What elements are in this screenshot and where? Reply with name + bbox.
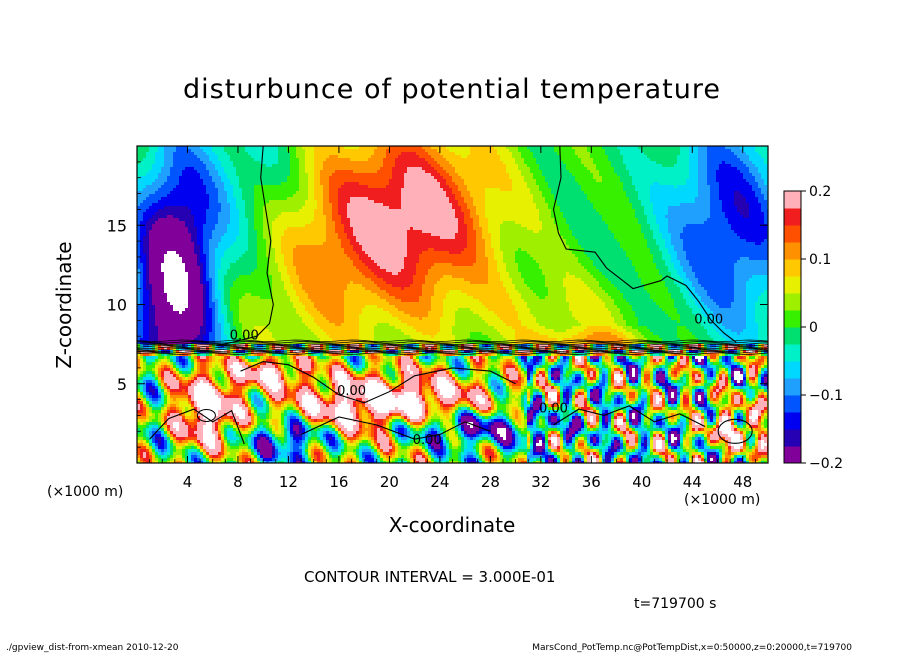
contour-closed-loop: [717, 418, 753, 444]
x-tick-label: 44: [683, 473, 702, 491]
x-tick-label: 48: [733, 473, 752, 491]
colorbar-swatch: [784, 344, 801, 362]
x-axis-unit: (×1000 m): [684, 492, 760, 508]
contour-boundary-layer: [137, 342, 768, 345]
contour-boundary-layer: [137, 351, 768, 354]
colorbar-swatch: [784, 225, 801, 243]
heatmap-field: [137, 146, 768, 463]
contour-interval-label: CONTOUR INTERVAL = 3.000E-01: [304, 568, 555, 586]
contour-zero-left: [216, 146, 274, 347]
contour-label: 0.00: [337, 384, 366, 399]
contour-boundary-layer: [137, 339, 768, 342]
contour-boundary-layer: [137, 346, 768, 350]
contour-lower-right: [553, 405, 706, 427]
colorbar-tick-label: −0.1: [809, 388, 843, 404]
footer-right: MarsCond_PotTemp.nc@PotTempDist,x=0:5000…: [532, 643, 852, 653]
contour-boundary-layer: [137, 352, 768, 355]
contour-lower-arc-2: [300, 416, 491, 440]
colorbar-swatch: [784, 446, 801, 464]
colorbar-swatch: [784, 361, 801, 379]
colorbar-swatch: [784, 208, 801, 226]
colorbar-swatch: [784, 378, 801, 396]
contour-boundary-layer: [137, 345, 768, 348]
contour-boundary-layer: [137, 348, 768, 351]
x-axis: 4 8 12 16 20 24 28 32 36 40 44 48: [149, 146, 756, 491]
x-tick-label: 8: [233, 473, 243, 491]
y-axis-unit: (×1000 m): [47, 484, 123, 500]
colorbar-tick-label: 0.1: [809, 252, 831, 268]
colorbar-swatch: [784, 412, 801, 430]
x-tick-label: 40: [632, 473, 651, 491]
colorbar-swatch: [784, 395, 801, 413]
y-tick-label: 15: [107, 216, 127, 235]
x-tick-label: 36: [582, 473, 601, 491]
contour-lines: 0.00 0.00 0.00 0.00 0.00: [137, 146, 768, 448]
colorbar-swatch: [784, 429, 801, 447]
x-tick-label: 4: [183, 473, 193, 491]
colorbar-swatch: [784, 310, 801, 328]
contour-label: 0.00: [413, 433, 442, 448]
colorbar-tick-label: −0.2: [809, 456, 843, 472]
y-tick-label: 5: [117, 375, 127, 394]
contour-boundary-layer: [137, 343, 768, 347]
x-axis-label: X-coordinate: [0, 513, 904, 537]
colorbar-tick-label: 0.2: [809, 184, 831, 200]
x-tick-label: 20: [380, 473, 399, 491]
time-label: t=719700 s: [634, 596, 716, 612]
contour-lower-arc: [240, 361, 516, 404]
colorbar-swatch: [784, 259, 801, 277]
colorbar: 0.2 0.1 0 −0.1 −0.2: [783, 184, 843, 472]
contour-closed-loop: [196, 408, 216, 422]
x-tick-label: 16: [329, 473, 348, 491]
chart-title: disturbunce of potential temperature: [0, 74, 904, 105]
footer-left: ./gpview_dist-from-xmean 2010-12-20: [6, 643, 178, 653]
y-axis-label: Z-coordinate: [52, 241, 76, 368]
contour-label: 0.00: [230, 328, 259, 343]
x-tick-label: 12: [279, 473, 298, 491]
contour-label: 0.00: [694, 313, 723, 328]
contour-label: 0.00: [539, 401, 568, 416]
y-tick-label: 10: [107, 296, 127, 315]
colorbar-swatch: [784, 293, 801, 311]
contour-lower-left: [149, 408, 245, 445]
x-tick-label: 28: [481, 473, 500, 491]
y-axis: 5 10 15: [107, 161, 768, 448]
colorbar-swatch: [784, 276, 801, 294]
x-tick-label: 24: [430, 473, 449, 491]
contour-boundary-layer: [137, 349, 768, 352]
colorbar-swatch: [784, 191, 801, 209]
colorbar-tick-label: 0: [809, 320, 818, 336]
colorbar-swatch: [784, 327, 801, 345]
colorbar-swatch: [784, 242, 801, 260]
x-tick-label: 32: [531, 473, 550, 491]
contour-boundary-layer: [137, 341, 768, 344]
contour-zero-right: [552, 146, 737, 343]
